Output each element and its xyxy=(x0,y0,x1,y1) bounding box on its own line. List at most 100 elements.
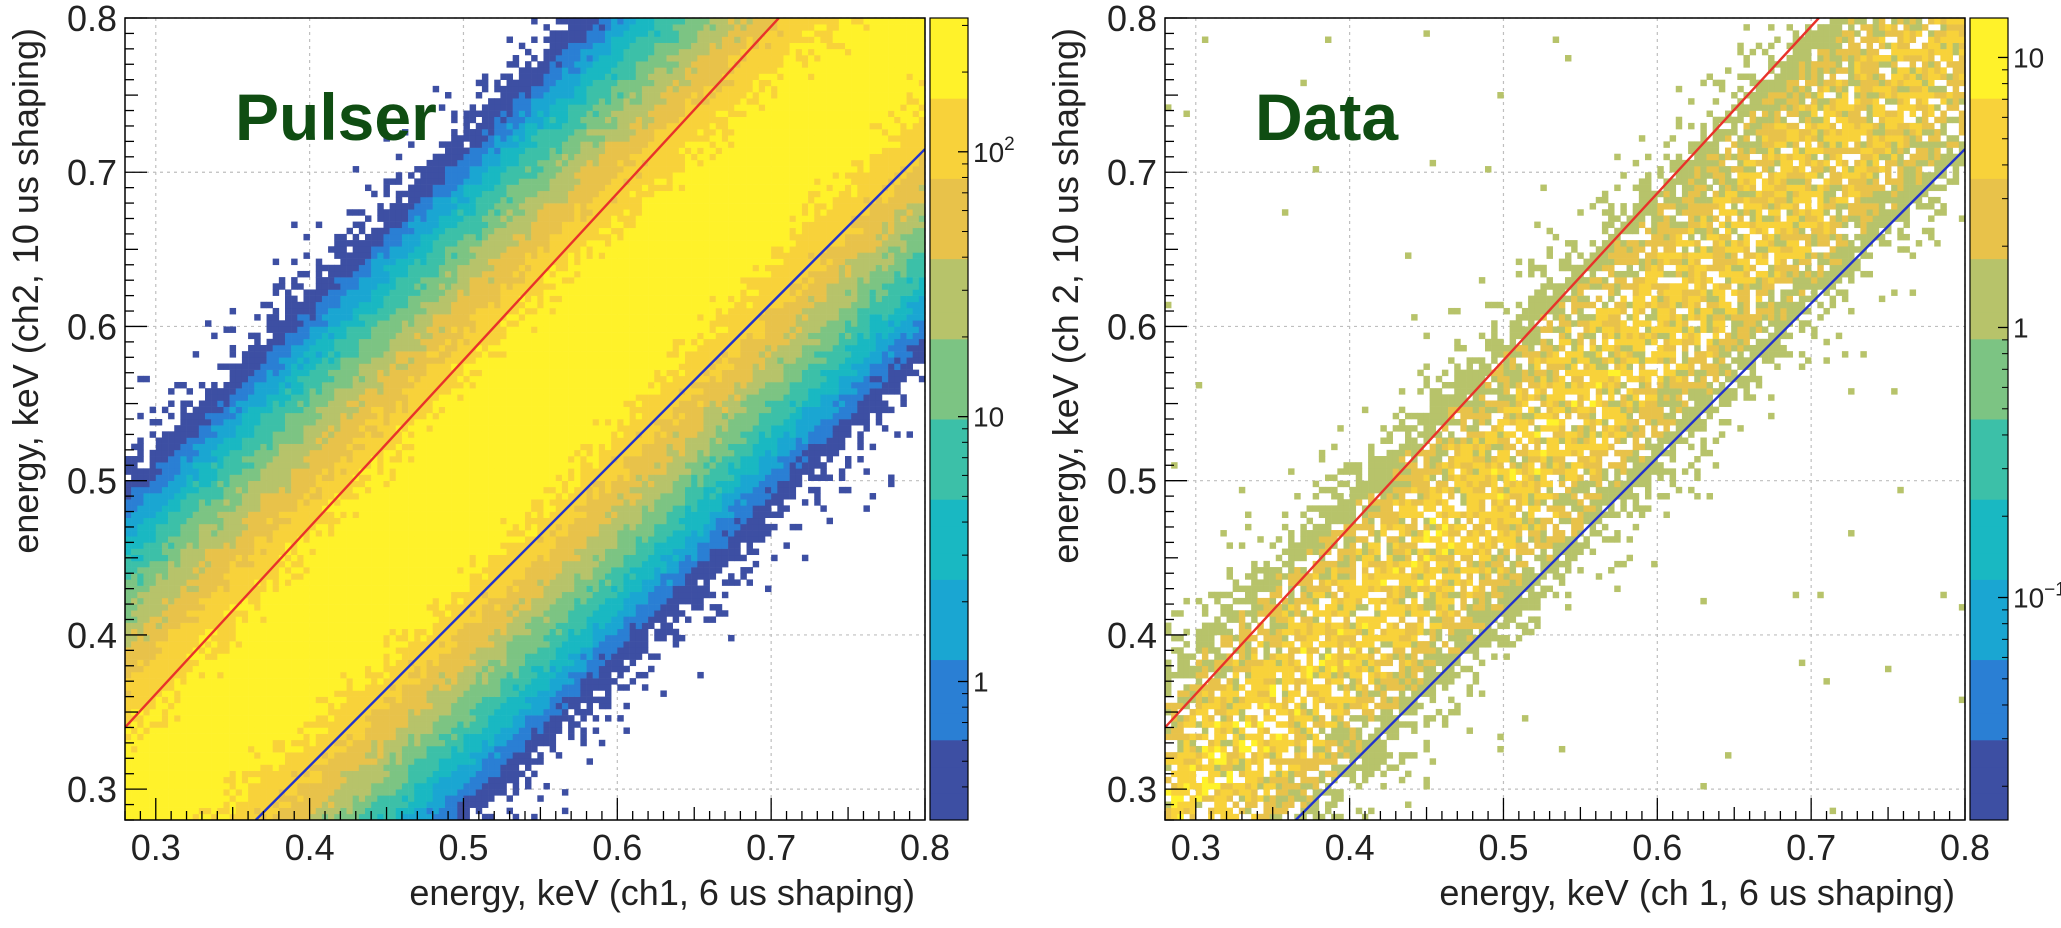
heatmap-bin xyxy=(328,733,335,741)
heatmap-bin xyxy=(389,597,397,605)
heatmap-bin xyxy=(408,739,415,747)
heatmap-bin xyxy=(266,351,273,358)
heatmap-bin xyxy=(266,474,273,481)
heatmap-bin xyxy=(358,591,366,599)
heatmap-bin xyxy=(457,745,464,753)
heatmap-bin xyxy=(131,468,138,475)
heatmap-bin xyxy=(457,634,464,642)
heatmap-bin xyxy=(457,233,464,241)
heatmap-bin xyxy=(211,708,218,716)
heatmap-bin xyxy=(186,628,193,636)
heatmap-bin xyxy=(315,560,323,568)
heatmap-bin xyxy=(457,270,464,278)
heatmap-bin xyxy=(389,456,397,463)
heatmap-bin xyxy=(457,357,464,364)
heatmap-bin xyxy=(303,634,310,642)
heatmap-bin xyxy=(457,684,464,691)
heatmap-bin xyxy=(315,277,323,284)
heatmap-bin xyxy=(235,536,243,543)
heatmap-bin xyxy=(457,752,464,759)
heatmap-bin xyxy=(420,215,427,222)
heatmap-bin xyxy=(272,702,280,710)
heatmap-bin xyxy=(198,678,206,685)
heatmap-bin xyxy=(475,678,483,685)
heatmap-bin xyxy=(377,505,384,512)
heatmap-bin xyxy=(278,425,286,432)
heatmap-bin xyxy=(340,456,347,463)
heatmap-bin xyxy=(383,739,390,747)
heatmap-bin xyxy=(223,517,230,525)
heatmap-bin xyxy=(408,437,415,444)
heatmap-bin xyxy=(420,406,427,414)
heatmap-bin xyxy=(352,295,360,303)
heatmap-bin xyxy=(229,758,237,765)
heatmap-bin xyxy=(309,443,317,451)
heatmap-bin xyxy=(420,264,427,272)
heatmap-bin xyxy=(168,622,175,630)
heatmap-bin xyxy=(414,357,421,364)
heatmap-bin xyxy=(469,419,477,426)
heatmap-bin xyxy=(451,715,458,722)
heatmap-bin xyxy=(223,733,230,741)
heatmap-bin xyxy=(401,283,409,290)
heatmap-bin xyxy=(377,474,384,481)
heatmap-bin xyxy=(377,252,384,259)
heatmap-bin xyxy=(229,690,237,697)
heatmap-bin xyxy=(180,782,187,790)
heatmap-bin xyxy=(223,425,230,432)
heatmap-bin xyxy=(432,721,440,728)
heatmap-bin xyxy=(241,530,249,537)
heatmap-bin xyxy=(241,659,249,667)
heatmap-bin xyxy=(432,456,440,463)
heatmap-bin xyxy=(241,597,249,605)
heatmap-bin xyxy=(420,591,427,599)
heatmap-bin xyxy=(346,326,353,333)
heatmap-bin xyxy=(309,542,317,549)
heatmap-bin xyxy=(143,616,150,623)
heatmap-bin xyxy=(186,480,193,488)
heatmap-bin xyxy=(432,412,440,420)
heatmap-bin xyxy=(315,702,323,710)
heatmap-bin xyxy=(211,782,218,790)
heatmap-bin xyxy=(445,264,452,272)
heatmap-bin xyxy=(217,462,224,469)
heatmap-bin xyxy=(377,351,384,358)
heatmap-bin xyxy=(457,591,464,599)
heatmap-bin xyxy=(414,381,421,389)
heatmap-bin xyxy=(291,647,298,654)
heatmap-bin xyxy=(451,406,458,414)
heatmap-bin xyxy=(155,591,163,599)
heatmap-bin xyxy=(358,419,366,426)
heatmap-bin xyxy=(457,289,464,296)
heatmap-bin xyxy=(328,264,335,272)
heatmap-bin xyxy=(211,610,218,617)
heatmap-bin xyxy=(451,258,458,266)
heatmap-bin xyxy=(469,647,477,654)
heatmap-bin xyxy=(334,381,341,389)
heatmap-bin xyxy=(205,425,212,432)
heatmap-bin xyxy=(457,295,464,303)
heatmap-bin xyxy=(426,653,433,660)
heatmap-bin xyxy=(272,628,280,636)
heatmap-bin xyxy=(358,813,366,820)
heatmap-bin xyxy=(401,381,409,389)
heatmap-bin xyxy=(180,437,187,444)
heatmap-bin xyxy=(328,505,335,512)
heatmap-bin xyxy=(438,190,446,198)
heatmap-bin xyxy=(315,394,323,401)
heatmap-bin xyxy=(340,320,347,327)
heatmap-bin xyxy=(463,653,470,660)
heatmap-bin xyxy=(328,462,335,469)
heatmap-bin xyxy=(463,437,470,444)
heatmap-bin xyxy=(346,431,353,438)
heatmap-bin xyxy=(352,542,360,549)
heatmap-bin xyxy=(143,634,150,642)
heatmap-bin xyxy=(469,604,477,611)
heatmap-bin xyxy=(309,813,317,820)
heatmap-bin xyxy=(346,493,353,500)
heatmap-bin xyxy=(340,573,347,580)
heatmap-bin xyxy=(303,585,310,593)
heatmap-bin xyxy=(358,456,366,463)
heatmap-bin xyxy=(186,659,193,667)
heatmap-bin xyxy=(328,517,335,525)
